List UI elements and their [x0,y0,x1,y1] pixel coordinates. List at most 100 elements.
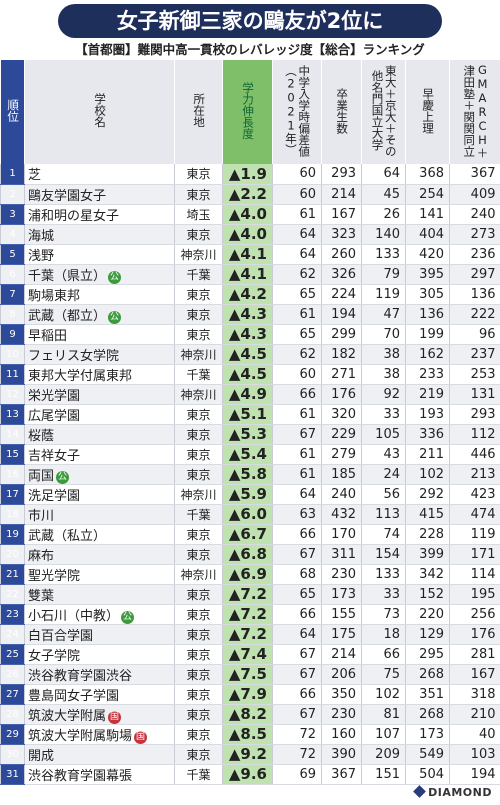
table-row: 31 渋谷教育学園幕張 千葉 ▲9.6 69 367 151 504 194 [0,764,500,785]
graduates: 367 [321,764,362,785]
location: 埼玉 [174,204,223,225]
school-cell: 白百合学園 [24,624,175,645]
column-header: 順位 [0,60,25,164]
rank: 8 [0,304,25,325]
entry: 67 [272,664,322,685]
location: 東京 [174,444,223,465]
school-name: 海城 [28,228,55,244]
school-name: 駒場東邦 [28,288,81,304]
growth: ▲4.3 [222,304,273,325]
national: 92 [361,384,406,405]
header-row: 順位 学校名 所在地 学力伸長度 中学入学時偏差値（2021年） 卒業生数 東大＋京大＋その… [0,60,500,164]
soukei: 368 [405,164,450,185]
school-name: 千葉（県立） [28,268,107,284]
national: 209 [361,744,406,765]
rank: 18 [0,504,25,525]
table-row: 19 武蔵（私立） 東京 ▲6.7 66 170 74 228 119 [0,524,500,545]
column-header: GMARCH＋津田塾＋関関同立 [449,60,500,164]
rank: 1 [0,164,25,185]
national: 119 [361,284,406,305]
graduates: 390 [321,744,362,765]
location: 神奈川 [174,384,223,405]
school-cell: 吉祥女子 [24,444,175,465]
national: 154 [361,544,406,565]
graduates: 230 [321,564,362,585]
location: 東京 [174,224,223,245]
entry: 61 [272,404,322,425]
growth: ▲9.2 [222,744,273,765]
growth: ▲7.5 [222,664,273,685]
school-name: 桜蔭 [28,428,55,444]
school-cell: 豊島岡女子学園 [24,684,175,705]
location: 東京 [174,524,223,545]
location: 東京 [174,404,223,425]
soukei: 351 [405,684,450,705]
table-row: 16 両国公東京 ▲5.8 61 185 24 102 213 [0,464,500,485]
soukei: 193 [405,404,450,425]
school-cell: 広尾学園 [24,404,175,425]
graduates: 323 [321,224,362,245]
national: 70 [361,324,406,345]
graduates: 182 [321,344,362,365]
rank: 15 [0,444,25,465]
soukei: 342 [405,564,450,585]
school-name: 聖光学院 [28,568,81,584]
column-header-text: 所在地 [192,93,207,128]
graduates: 214 [321,644,362,665]
school-name: 洗足学園 [28,488,81,504]
growth: ▲4.1 [222,264,273,285]
column-header: 中学入学時偏差値（2021年） [272,60,322,164]
entry: 62 [272,344,322,365]
rank: 19 [0,524,25,545]
table-row: 8 武蔵（都立）公東京 ▲4.3 61 194 47 136 222 [0,304,500,325]
school-cell: 筑波大学附属駒場国 [24,724,175,745]
location: 千葉 [174,364,223,385]
national: 38 [361,344,406,365]
rank: 12 [0,384,25,405]
growth: ▲7.9 [222,684,273,705]
gmarch: 194 [449,764,500,785]
graduates: 350 [321,684,362,705]
rank: 11 [0,364,25,385]
rank: 16 [0,464,25,485]
entry: 65 [272,284,322,305]
table-row: 30 開成 東京 ▲9.2 72 390 209 549 103 [0,744,500,765]
school-cell: 渋谷教育学園渋谷 [24,664,175,685]
growth: ▲4.2 [222,284,273,305]
national: 56 [361,484,406,505]
graduates: 260 [321,244,362,265]
national: 107 [361,724,406,745]
soukei: 102 [405,464,450,485]
graduates: 229 [321,424,362,445]
graduates: 279 [321,444,362,465]
growth: ▲8.2 [222,704,273,725]
school-cell: 雙葉 [24,584,175,605]
table-row: 10 フェリス女学院 神奈川 ▲4.5 62 182 38 162 237 [0,344,500,365]
rank: 7 [0,284,25,305]
school-name: 渋谷教育学園幕張 [28,768,133,784]
graduates: 194 [321,304,362,325]
national: 151 [361,764,406,785]
table-row: 28 筑波大学附属国東京 ▲8.2 67 230 81 268 210 [0,704,500,725]
table-row: 14 桜蔭 東京 ▲5.3 67 229 105 336 112 [0,424,500,445]
gmarch: 131 [449,384,500,405]
entry: 68 [272,564,322,585]
graduates: 271 [321,364,362,385]
graduates: 299 [321,324,362,345]
growth: ▲5.1 [222,404,273,425]
gmarch: 423 [449,484,500,505]
school-cell: 渋谷教育学園幕張 [24,764,175,785]
school-name: 両国 [28,468,55,484]
rank: 27 [0,684,25,705]
location: 東京 [174,304,223,325]
school-name: 浅野 [28,248,55,264]
rank: 23 [0,604,25,625]
graduates: 432 [321,504,362,525]
school-cell: 市川 [24,504,175,525]
gmarch: 240 [449,204,500,225]
school-cell: 小石川（中教）公 [24,604,175,625]
rank: 31 [0,764,25,785]
school-cell: 浦和明の星女子 [24,204,175,225]
growth: ▲7.2 [222,604,273,625]
